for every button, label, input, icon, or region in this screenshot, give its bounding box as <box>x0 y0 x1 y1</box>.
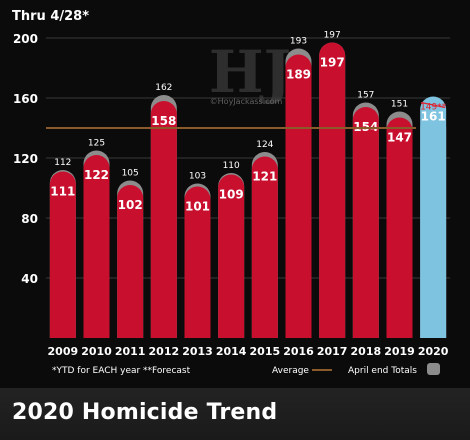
total-label: 193 <box>290 37 307 47</box>
total-label: 110 <box>223 161 240 171</box>
bar-value-label: 161 <box>421 110 446 124</box>
watermark-logo: HJ <box>209 38 291 106</box>
bar-value-label: 121 <box>252 170 277 184</box>
bar <box>150 101 177 338</box>
total-label: 157 <box>357 91 374 101</box>
bar <box>49 171 76 338</box>
chart-title: Thru 4/28* <box>12 9 89 24</box>
caption-title: 2020 Homicide Trend <box>12 400 278 425</box>
bar-value-label: 111 <box>50 185 75 199</box>
total-label: 149** <box>420 103 447 113</box>
bar <box>386 117 413 338</box>
y-tick-label: 80 <box>21 212 38 226</box>
bar <box>251 156 278 338</box>
bar <box>319 42 346 338</box>
legend-totals-swatch <box>427 363 440 375</box>
total-label: 197 <box>324 31 341 41</box>
x-tick-label: 2020 <box>418 345 449 358</box>
bar <box>218 174 245 338</box>
x-tick-label: 2013 <box>182 345 213 358</box>
total-label: 125 <box>88 139 105 149</box>
bar-value-label: 147 <box>387 131 412 145</box>
bar <box>352 107 379 338</box>
bar <box>117 184 144 338</box>
x-tick-label: 2019 <box>384 345 415 358</box>
bar-value-label: 109 <box>219 188 244 202</box>
y-tick-label: 120 <box>13 152 38 166</box>
bar-value-label: 101 <box>185 200 210 214</box>
legend-totals-label: April end Totals <box>348 366 417 376</box>
bar-value-label: 158 <box>151 114 176 128</box>
y-tick-label: 200 <box>13 32 38 46</box>
x-tick-label: 2016 <box>283 345 314 358</box>
total-label: 105 <box>122 169 139 179</box>
x-tick-label: 2010 <box>81 345 112 358</box>
bar <box>285 54 312 339</box>
bar <box>184 186 211 338</box>
x-tick-label: 2018 <box>351 345 382 358</box>
homicide-bar-chart: Thru 4/28* 40 80 120 160 200 HJ©HoyJackass.com… <box>12 9 450 376</box>
x-tick-label: 2014 <box>216 345 247 358</box>
strike-mark <box>421 101 446 109</box>
total-label: 124 <box>256 140 273 150</box>
total-label: 151 <box>391 100 408 110</box>
legend-average-label: Average <box>272 366 309 376</box>
y-tick-label: 160 <box>13 92 38 106</box>
chart-card: Thru 4/28* 40 80 120 160 200 HJ ©HoyJackass.com… <box>0 0 470 388</box>
bar <box>83 155 110 338</box>
total-label: 112 <box>54 158 71 168</box>
x-tick-label: 2015 <box>250 345 281 358</box>
footnote: *YTD for EACH year **Forecast <box>52 366 191 376</box>
bar <box>420 96 447 339</box>
total-label: 103 <box>189 172 206 182</box>
total-label: 162 <box>155 83 172 93</box>
x-tick-label: 2011 <box>115 345 146 358</box>
x-tick-label: 2009 <box>48 345 79 358</box>
bar-value-label: 102 <box>118 198 143 212</box>
bar-value-label: 197 <box>320 56 345 70</box>
bar-value-label: 189 <box>286 68 311 82</box>
watermark-site: ©HoyJackass.com <box>210 97 283 106</box>
x-tick-label: 2012 <box>149 345 180 358</box>
bar-value-label: 122 <box>84 168 109 182</box>
x-tick-label: 2017 <box>317 345 348 358</box>
y-tick-label: 40 <box>21 272 38 286</box>
caption-bar: 2020 Homicide Trend <box>0 388 470 440</box>
